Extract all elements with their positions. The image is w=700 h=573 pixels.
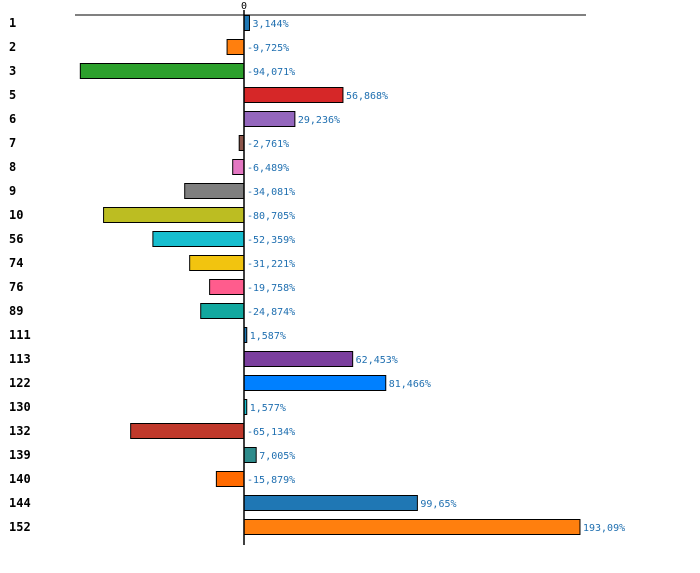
chart-bars (79, 15, 581, 535)
bar-1 (243, 15, 250, 31)
chart-labels: 1 3,144% 2 -9,725% 3 -94,071% 5 56,868% 6 29,236%… (9, 16, 625, 534)
value-label-130: 1,577% (250, 403, 286, 414)
bar-132 (130, 423, 245, 439)
category-label-8: 8 (9, 160, 16, 174)
bar-6 (243, 111, 296, 127)
value-label-139: 7,005% (259, 451, 295, 462)
bar-139 (243, 447, 257, 463)
bar-144 (243, 495, 418, 511)
value-label-140: -15,879% (247, 475, 295, 486)
category-label-132: 132 (9, 424, 31, 438)
value-label-144: 99,65% (420, 499, 456, 510)
bar-89 (200, 303, 245, 319)
value-label-132: -65,134% (247, 427, 295, 438)
bar-74 (189, 255, 245, 271)
category-label-130: 130 (9, 400, 31, 414)
value-label-113: 62,453% (356, 355, 398, 366)
bar-152 (243, 519, 581, 535)
bar-3 (79, 63, 245, 79)
bar-9 (184, 183, 245, 199)
category-label-10: 10 (9, 208, 23, 222)
value-label-152: 193,09% (583, 523, 625, 534)
category-label-152: 152 (9, 520, 31, 534)
category-label-76: 76 (9, 280, 23, 294)
value-label-111: 1,587% (250, 331, 286, 342)
category-label-2: 2 (9, 40, 16, 54)
category-label-7: 7 (9, 136, 16, 150)
bar-5 (243, 87, 344, 103)
category-label-3: 3 (9, 64, 16, 78)
value-label-8: -6,489% (247, 163, 289, 174)
value-label-7: -2,761% (247, 139, 289, 150)
category-label-56: 56 (9, 232, 23, 246)
category-label-89: 89 (9, 304, 23, 318)
value-label-122: 81,466% (389, 379, 431, 390)
value-label-56: -52,359% (247, 235, 295, 246)
category-label-5: 5 (9, 88, 16, 102)
value-label-9: -34,081% (247, 187, 295, 198)
value-label-74: -31,221% (247, 259, 295, 270)
value-label-5: 56,868% (346, 91, 388, 102)
category-label-6: 6 (9, 112, 16, 126)
chart-axes: 0 (75, 1, 586, 545)
bar-140 (215, 471, 245, 487)
category-label-144: 144 (9, 496, 31, 510)
category-label-111: 111 (9, 328, 31, 342)
category-label-122: 122 (9, 376, 31, 390)
category-label-9: 9 (9, 184, 16, 198)
value-label-10: -80,705% (247, 211, 295, 222)
category-label-113: 113 (9, 352, 31, 366)
bar-8 (232, 159, 245, 175)
bar-56 (152, 231, 245, 247)
value-label-76: -19,758% (247, 283, 295, 294)
value-label-89: -24,874% (247, 307, 295, 318)
value-label-3: -94,071% (247, 67, 295, 78)
bar-10 (103, 207, 245, 223)
bar-113 (243, 351, 354, 367)
category-label-74: 74 (9, 256, 23, 270)
bar-2 (226, 39, 245, 55)
value-label-6: 29,236% (298, 115, 340, 126)
category-label-1: 1 (9, 16, 16, 30)
category-label-139: 139 (9, 448, 31, 462)
value-label-2: -9,725% (247, 43, 289, 54)
zero-tick-label: 0 (241, 1, 247, 12)
bar-76 (209, 279, 245, 295)
value-label-1: 3,144% (252, 19, 288, 30)
bar-122 (243, 375, 387, 391)
category-label-140: 140 (9, 472, 31, 486)
